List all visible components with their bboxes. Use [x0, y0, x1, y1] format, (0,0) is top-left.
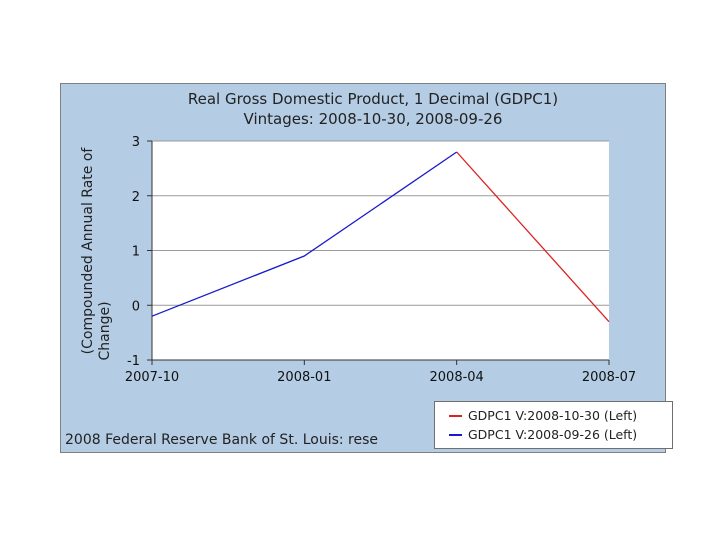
- x-tick-label: 2007-10: [125, 370, 179, 385]
- legend-label: GDPC1 V:2008-09-26 (Left): [468, 427, 638, 442]
- legend-label: GDPC1 V:2008-10-30 (Left): [468, 408, 638, 423]
- chart-title-line-1: Real Gross Domestic Product, 1 Decimal (…: [188, 90, 558, 108]
- chart-title-line-2: Vintages: 2008-10-30, 2008-09-26: [244, 110, 503, 128]
- x-tick-label: 2008-04: [430, 370, 484, 385]
- y-tick-label: 0: [132, 299, 140, 314]
- grid-lines: [152, 140, 609, 306]
- series-line-1: [151, 151, 458, 317]
- series-line-0: [456, 151, 610, 323]
- legend-item: GDPC1 V:2008-10-30 (Left): [449, 406, 672, 425]
- y-tick-label: 3: [132, 135, 140, 150]
- y-tick-label: 1: [132, 245, 140, 260]
- legend-swatch-red: [449, 414, 462, 417]
- y-tick-label: 2: [132, 190, 140, 205]
- legend-item: GDPC1 V:2008-09-26 (Left): [449, 425, 672, 444]
- series-lines: [151, 151, 610, 323]
- y-tick-label: -1: [127, 354, 140, 369]
- legend: GDPC1 V:2008-10-30 (Left) GDPC1 V:2008-0…: [434, 401, 673, 449]
- chart-frame: Real Gross Domestic Product, 1 Decimal (…: [60, 83, 673, 453]
- y-axis-label-line-2: Change): [97, 301, 113, 360]
- x-tick-label: 2008-07: [582, 370, 636, 385]
- legend-swatch-blue: [449, 433, 462, 436]
- chart-svg: Real Gross Domestic Product, 1 Decimal (…: [80, 90, 636, 385]
- axes: [147, 140, 610, 365]
- copyright-text: 2008 Federal Reserve Bank of St. Louis: …: [65, 432, 379, 448]
- y-axis-label-line-1: (Compounded Annual Rate of: [80, 147, 96, 355]
- x-tick-label: 2008-01: [277, 370, 331, 385]
- tick-labels: -1 0 1 2 3 2007-10 2008-01 2008-04 2008-07: [125, 135, 636, 385]
